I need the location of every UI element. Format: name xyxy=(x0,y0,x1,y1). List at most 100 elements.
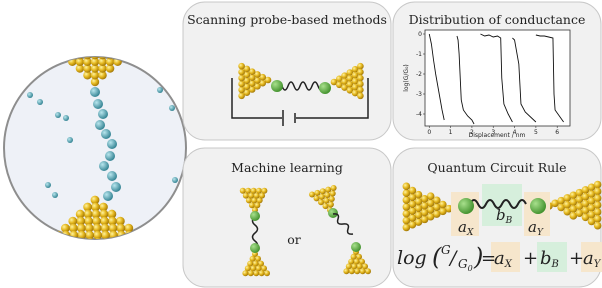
gold-atom xyxy=(331,185,337,191)
gold-atom xyxy=(403,196,411,204)
term-symbol: b xyxy=(496,206,506,224)
gold-atom xyxy=(245,188,251,194)
gold-atom xyxy=(349,268,355,274)
gold-atom xyxy=(83,51,91,59)
gold-atom xyxy=(259,270,265,276)
gold-atom xyxy=(594,188,602,196)
free-molecule-atom xyxy=(55,112,61,118)
gold-atom xyxy=(314,190,320,196)
gold-atom xyxy=(365,268,371,274)
gold-atom xyxy=(86,245,95,254)
x-tick-label: 0 xyxy=(427,129,431,136)
carbon-atom xyxy=(99,161,109,171)
anchor xyxy=(328,208,338,218)
plot-frame xyxy=(425,30,570,126)
gold-atom xyxy=(68,51,76,59)
free-molecule-atom xyxy=(52,192,58,198)
term-sub: X xyxy=(466,228,474,238)
gold-atom xyxy=(253,270,259,276)
gold-atom xyxy=(248,270,254,276)
eq-plus: + xyxy=(569,248,584,269)
panel-title: Distribution of conductance xyxy=(409,12,586,27)
gold-atom xyxy=(46,238,55,247)
gold-atom xyxy=(47,245,56,254)
figure: Scanning probe-based methods Distributio… xyxy=(0,0,602,288)
gold-atom xyxy=(594,194,602,202)
x-tick-label: 2 xyxy=(470,129,474,136)
gold-atom xyxy=(141,238,150,247)
gold-atom xyxy=(70,238,79,247)
carbon-atom xyxy=(90,87,100,97)
anchor xyxy=(250,211,260,221)
carbon-atom xyxy=(111,182,121,192)
gold-atom xyxy=(125,238,134,247)
y-axis-label: log(G/G₀) xyxy=(403,64,410,92)
term-sub: B xyxy=(505,216,513,226)
anchor xyxy=(351,242,361,252)
gold-atom xyxy=(91,44,99,52)
gold-atom xyxy=(594,215,602,223)
gold-atom xyxy=(121,51,129,59)
gold-atom xyxy=(69,231,78,240)
gold-atom xyxy=(357,63,364,70)
gold-atom xyxy=(357,69,364,76)
free-molecule-atom xyxy=(45,182,51,188)
gold-atom xyxy=(357,75,364,82)
gold-atom xyxy=(98,44,106,52)
gold-atom xyxy=(94,245,103,254)
term-symbol: a xyxy=(583,248,594,269)
page: Scanning probe-based methods Distributio… xyxy=(0,0,602,288)
gold-atom xyxy=(357,81,364,88)
gold-atom xyxy=(39,245,48,254)
x-axis-label: Displacement / nm xyxy=(469,132,526,139)
gold-atom xyxy=(594,201,602,209)
y-tick-label: 0 xyxy=(418,31,422,38)
gold-atom xyxy=(238,81,245,88)
anchor xyxy=(319,82,331,94)
gold-atom xyxy=(403,189,411,197)
gold-atom xyxy=(360,268,366,274)
gold-atom xyxy=(54,238,63,247)
gold-atom xyxy=(325,187,331,193)
gold-atom xyxy=(403,224,411,232)
carbon-atom xyxy=(107,171,117,181)
gold-atom xyxy=(150,245,159,254)
anchor xyxy=(530,198,546,214)
gold-atom xyxy=(125,231,134,240)
carbon-atom xyxy=(105,151,115,161)
gold-atom xyxy=(251,188,257,194)
gold-atom xyxy=(354,268,360,274)
term-symbol: a xyxy=(494,248,505,269)
panel-title: Quantum Circuit Rule xyxy=(427,160,566,175)
y-tick-label: -3 xyxy=(416,91,422,98)
free-molecule-atom xyxy=(157,87,163,93)
gold-atom xyxy=(256,188,262,194)
gold-atom xyxy=(240,188,246,194)
gold-atom xyxy=(121,44,129,52)
gold-atom xyxy=(78,245,87,254)
term-symbol: a xyxy=(458,218,467,236)
x-tick-label: 1 xyxy=(449,129,453,136)
gold-atom xyxy=(55,245,64,254)
gold-atom xyxy=(594,222,602,230)
x-tick-label: 3 xyxy=(491,129,495,136)
gold-atom xyxy=(242,270,248,276)
free-molecule-atom xyxy=(63,115,69,121)
gold-atom xyxy=(133,231,142,240)
gold-atom xyxy=(118,238,127,247)
eq-den-sym: G xyxy=(458,257,468,271)
x-tick-label: 4 xyxy=(513,129,517,136)
gold-atom xyxy=(357,93,364,100)
carbon-atom xyxy=(101,129,111,139)
eq-den-sub: 0 xyxy=(468,264,473,273)
or-label: or xyxy=(287,232,301,247)
gold-atom xyxy=(238,93,245,100)
gold-atom xyxy=(71,245,80,254)
gold-atom xyxy=(238,63,245,70)
gold-atom xyxy=(98,51,106,59)
gold-atom xyxy=(264,270,270,276)
free-molecule-atom xyxy=(27,92,33,98)
carbon-atom xyxy=(93,99,103,109)
anchor xyxy=(271,80,283,92)
